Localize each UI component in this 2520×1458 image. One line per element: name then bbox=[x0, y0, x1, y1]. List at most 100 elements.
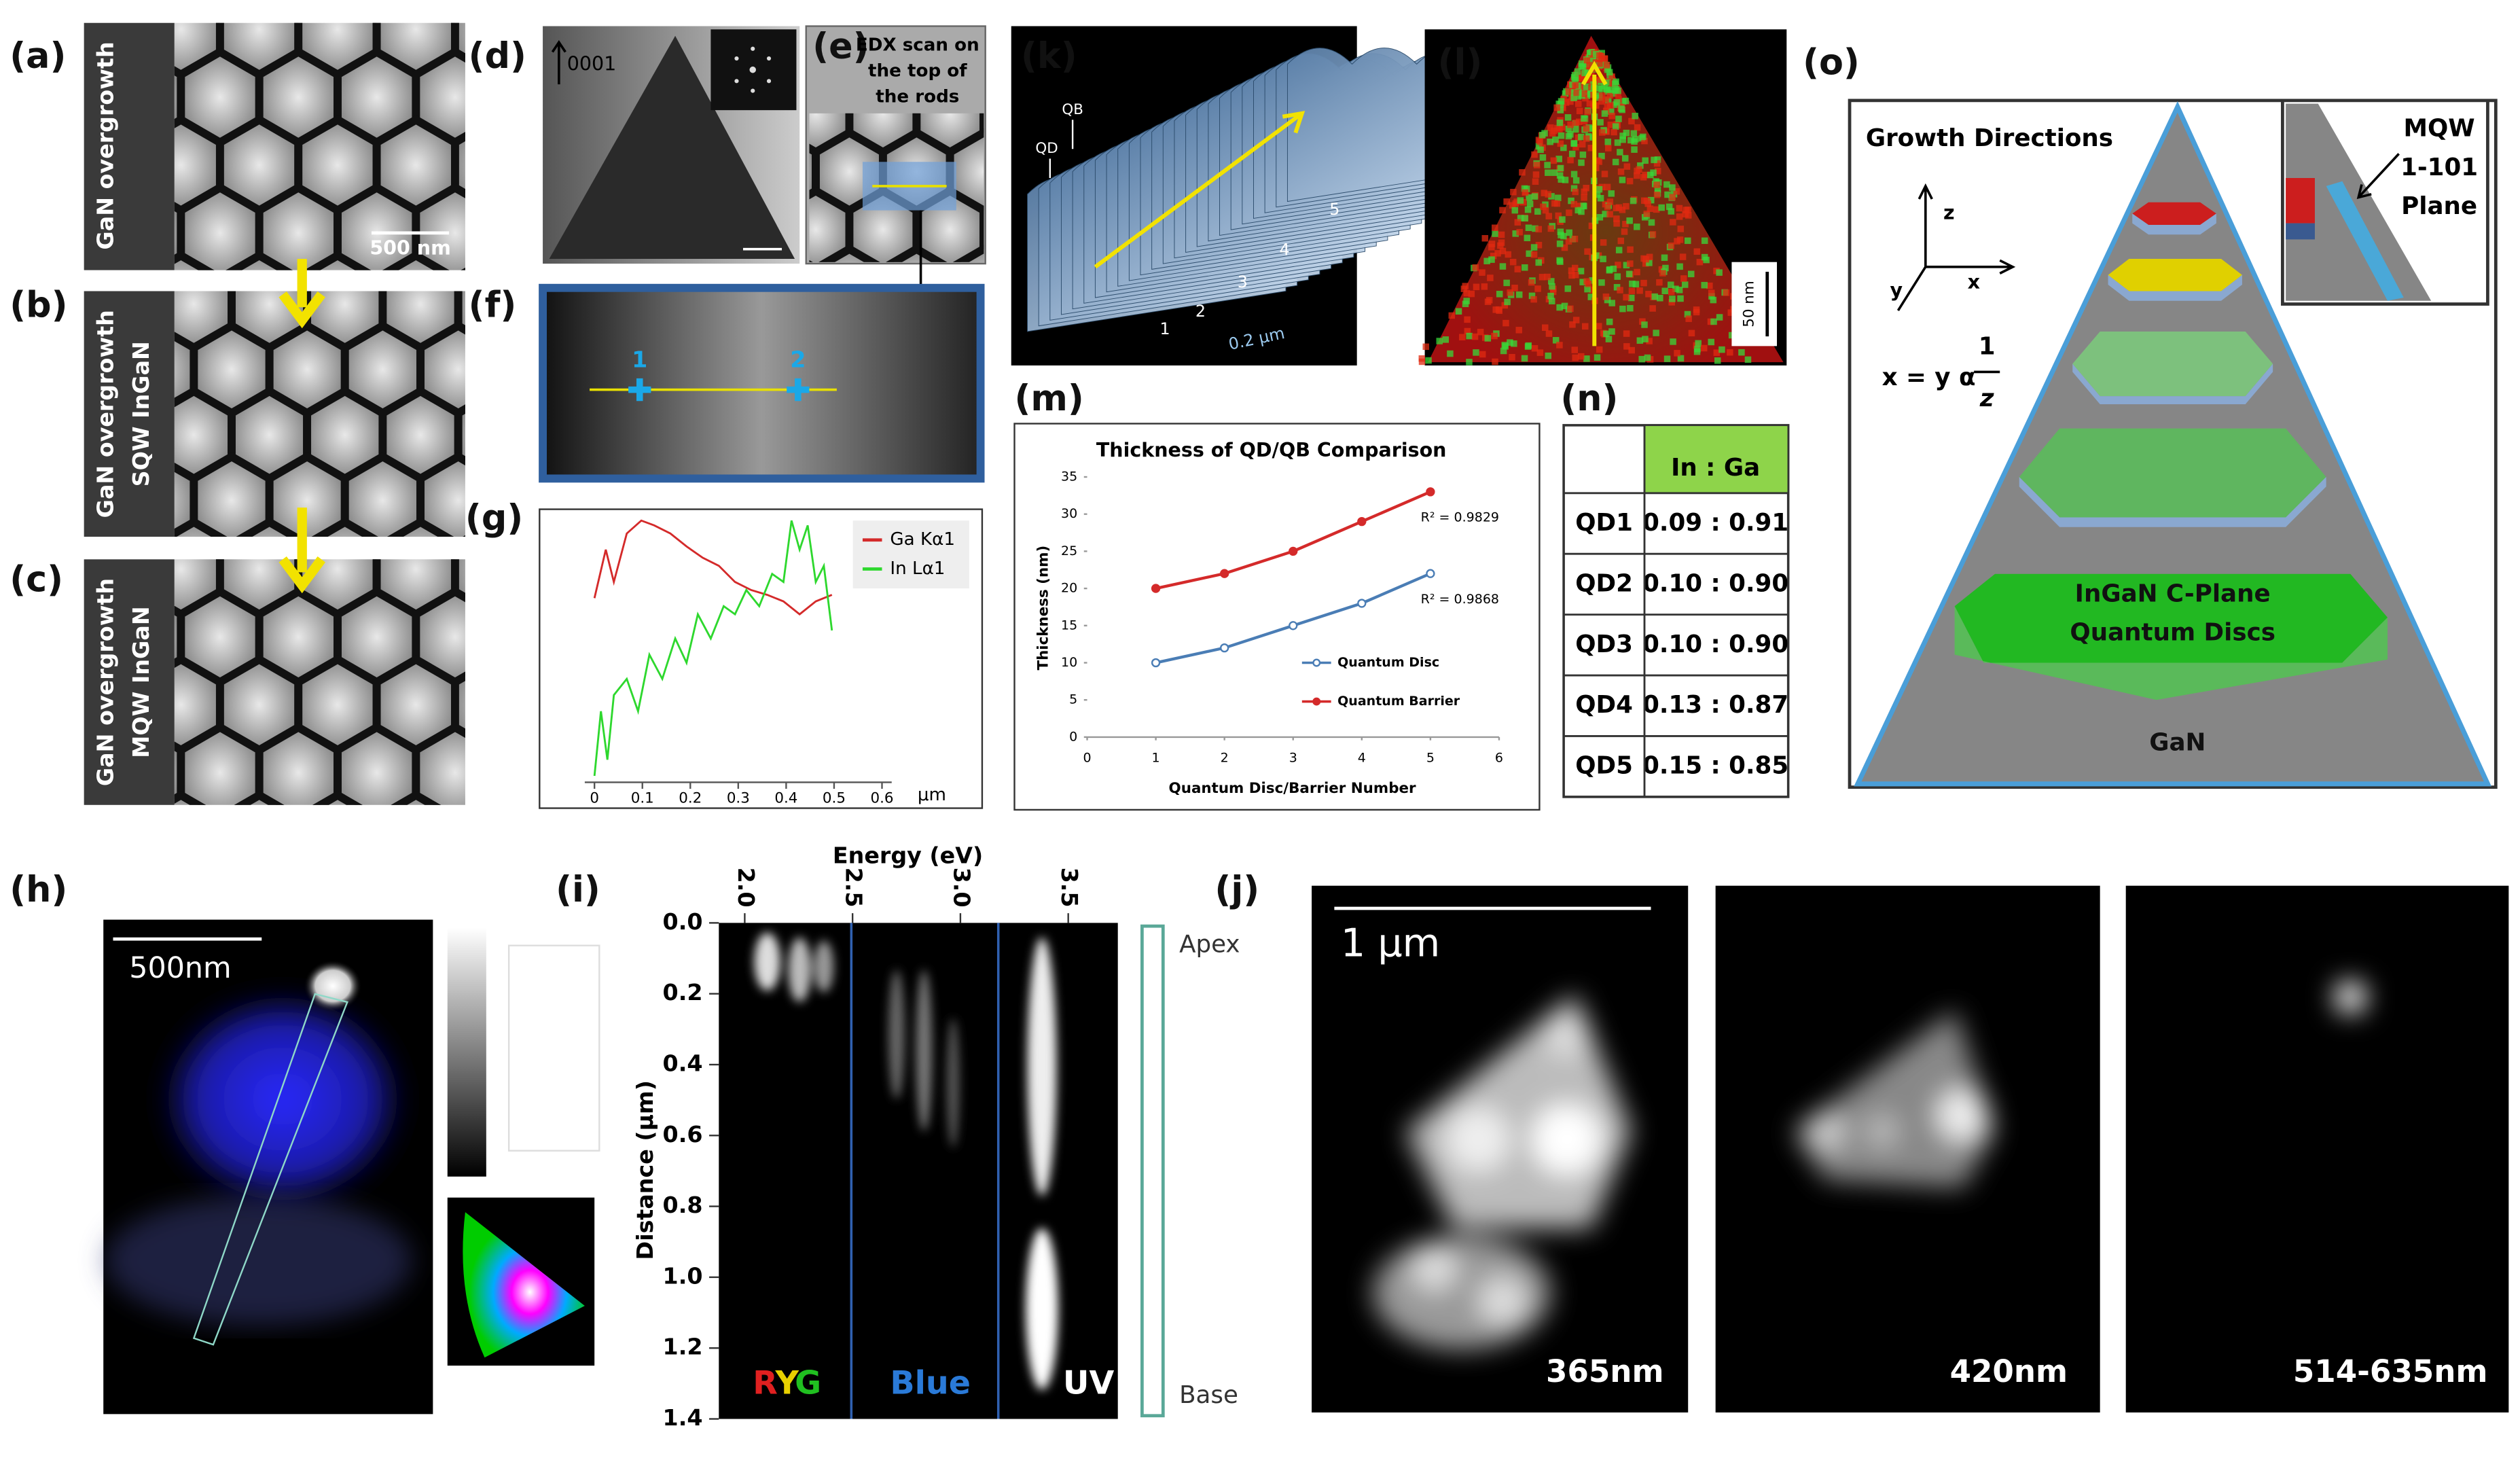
y-tick-label: 10 bbox=[1061, 655, 1077, 670]
edx-pixel bbox=[1583, 57, 1591, 64]
edx-pixel bbox=[1532, 171, 1540, 178]
x-tick-label: 2 bbox=[1221, 750, 1229, 765]
edx-pixel bbox=[1526, 200, 1534, 207]
edx-pixel bbox=[1530, 296, 1537, 303]
edx-pixel bbox=[1649, 231, 1657, 238]
edx-pixel bbox=[1583, 185, 1589, 192]
edx-pixel bbox=[1579, 152, 1587, 158]
edx-pixel bbox=[1583, 135, 1590, 142]
edx-pixel bbox=[1514, 266, 1522, 272]
edx-pixel bbox=[1622, 221, 1629, 228]
edx-pixel bbox=[1657, 294, 1663, 302]
edx-pixel bbox=[1710, 318, 1717, 325]
edx-pixel bbox=[1679, 253, 1687, 260]
edx-pixel bbox=[1710, 296, 1717, 304]
edx-pixel bbox=[1613, 205, 1620, 212]
edx-pixel bbox=[1545, 330, 1553, 337]
edx-pixel bbox=[1602, 211, 1608, 217]
edx-pixel bbox=[1584, 248, 1591, 255]
edx-pixel bbox=[1674, 350, 1680, 357]
edx-pixel bbox=[1540, 203, 1547, 211]
edx-pixel bbox=[1535, 143, 1543, 150]
edx-pixel bbox=[1630, 130, 1638, 137]
edx-pixel bbox=[1608, 190, 1615, 197]
edx-pixel bbox=[1642, 336, 1649, 342]
edx-pixel bbox=[1517, 215, 1524, 221]
edx-pixel bbox=[1595, 323, 1602, 330]
hexagon bbox=[387, 517, 454, 537]
hexagon bbox=[103, 0, 181, 7]
hexagon bbox=[979, 113, 984, 138]
edx-pixel bbox=[1626, 217, 1633, 224]
y-tick-label: 1.0 bbox=[663, 1262, 703, 1289]
inset-disc bbox=[2286, 223, 2315, 240]
hexagon bbox=[174, 790, 206, 805]
edx-pixel bbox=[1556, 304, 1563, 311]
x-tick-label: 2.0 bbox=[733, 868, 759, 908]
edx-pixel bbox=[1642, 157, 1649, 164]
hexagon bbox=[818, 244, 880, 262]
y-tick-label: 0.4 bbox=[663, 1050, 703, 1076]
panel-label: (c) bbox=[10, 559, 63, 601]
edx-pixel bbox=[1573, 89, 1580, 96]
legend-label: Ga Kα1 bbox=[890, 529, 955, 550]
side-bar bbox=[84, 22, 175, 270]
band-label: R bbox=[753, 1365, 778, 1402]
edx-pixel bbox=[1425, 357, 1432, 364]
edx-pixel bbox=[1565, 238, 1572, 245]
hexagon bbox=[391, 790, 441, 805]
edx-pixel bbox=[1606, 318, 1613, 325]
edx-pixel bbox=[1615, 115, 1622, 122]
edx-pixel bbox=[1621, 228, 1628, 235]
edx-pixel bbox=[1610, 128, 1617, 136]
edx-pixel bbox=[1628, 287, 1636, 295]
edx-pixel bbox=[1572, 177, 1580, 184]
edx-pixel bbox=[1676, 287, 1683, 294]
edx-pixel bbox=[1623, 129, 1630, 137]
edx-pixel bbox=[1572, 143, 1579, 151]
edx-pixel bbox=[1716, 269, 1723, 276]
edx-pixel bbox=[1448, 312, 1456, 319]
edx-pixel bbox=[1502, 343, 1509, 350]
edx-pixel bbox=[1642, 255, 1649, 263]
edx-pixel bbox=[1610, 265, 1617, 272]
edx-pixel bbox=[1551, 169, 1558, 176]
edx-pixel bbox=[1488, 256, 1495, 263]
y-tick-label: 0.6 bbox=[663, 1121, 703, 1148]
inset-label: MQW bbox=[2404, 115, 2475, 143]
edx-pixel bbox=[1586, 62, 1593, 69]
edx-pixel bbox=[1572, 188, 1579, 196]
edx-pixel bbox=[1627, 304, 1634, 312]
edx-pixel bbox=[1708, 338, 1714, 346]
edx-pixel bbox=[1526, 250, 1532, 257]
edx-pixel bbox=[1601, 171, 1608, 177]
edx-pixel bbox=[1479, 269, 1486, 276]
edx-pixel bbox=[1504, 298, 1511, 306]
edx-pixel bbox=[1716, 314, 1723, 321]
row-label: QD2 bbox=[1575, 569, 1633, 597]
base-label: Base bbox=[1179, 1381, 1238, 1409]
inset-mqw bbox=[2326, 181, 2404, 301]
edx-pixel bbox=[1587, 294, 1595, 300]
band-label: G bbox=[795, 1365, 821, 1402]
edx-pixel bbox=[1669, 296, 1676, 302]
edx-pixel bbox=[1496, 307, 1502, 315]
edx-pixel bbox=[1651, 293, 1658, 300]
edx-pixel bbox=[1579, 279, 1586, 285]
row-label: QD4 bbox=[1575, 691, 1633, 719]
edx-pixel bbox=[1602, 294, 1610, 300]
edx-pixel bbox=[1615, 87, 1621, 94]
edx-pixel bbox=[1560, 144, 1567, 152]
edx-pixel bbox=[1606, 198, 1614, 205]
edx-pixel bbox=[1535, 226, 1542, 233]
line-scan bbox=[192, 993, 348, 1346]
edx-pixel bbox=[1661, 287, 1668, 295]
x-axis-label: Energy (eV) bbox=[833, 842, 983, 868]
edx-pixel bbox=[1619, 132, 1626, 139]
edx-pixel bbox=[1687, 270, 1695, 278]
hexagon bbox=[174, 517, 228, 537]
edx-pixel bbox=[1588, 222, 1596, 230]
ridge-number: 4 bbox=[1280, 241, 1290, 260]
edx-pixel bbox=[1525, 224, 1532, 232]
edx-pixel bbox=[1581, 90, 1589, 97]
